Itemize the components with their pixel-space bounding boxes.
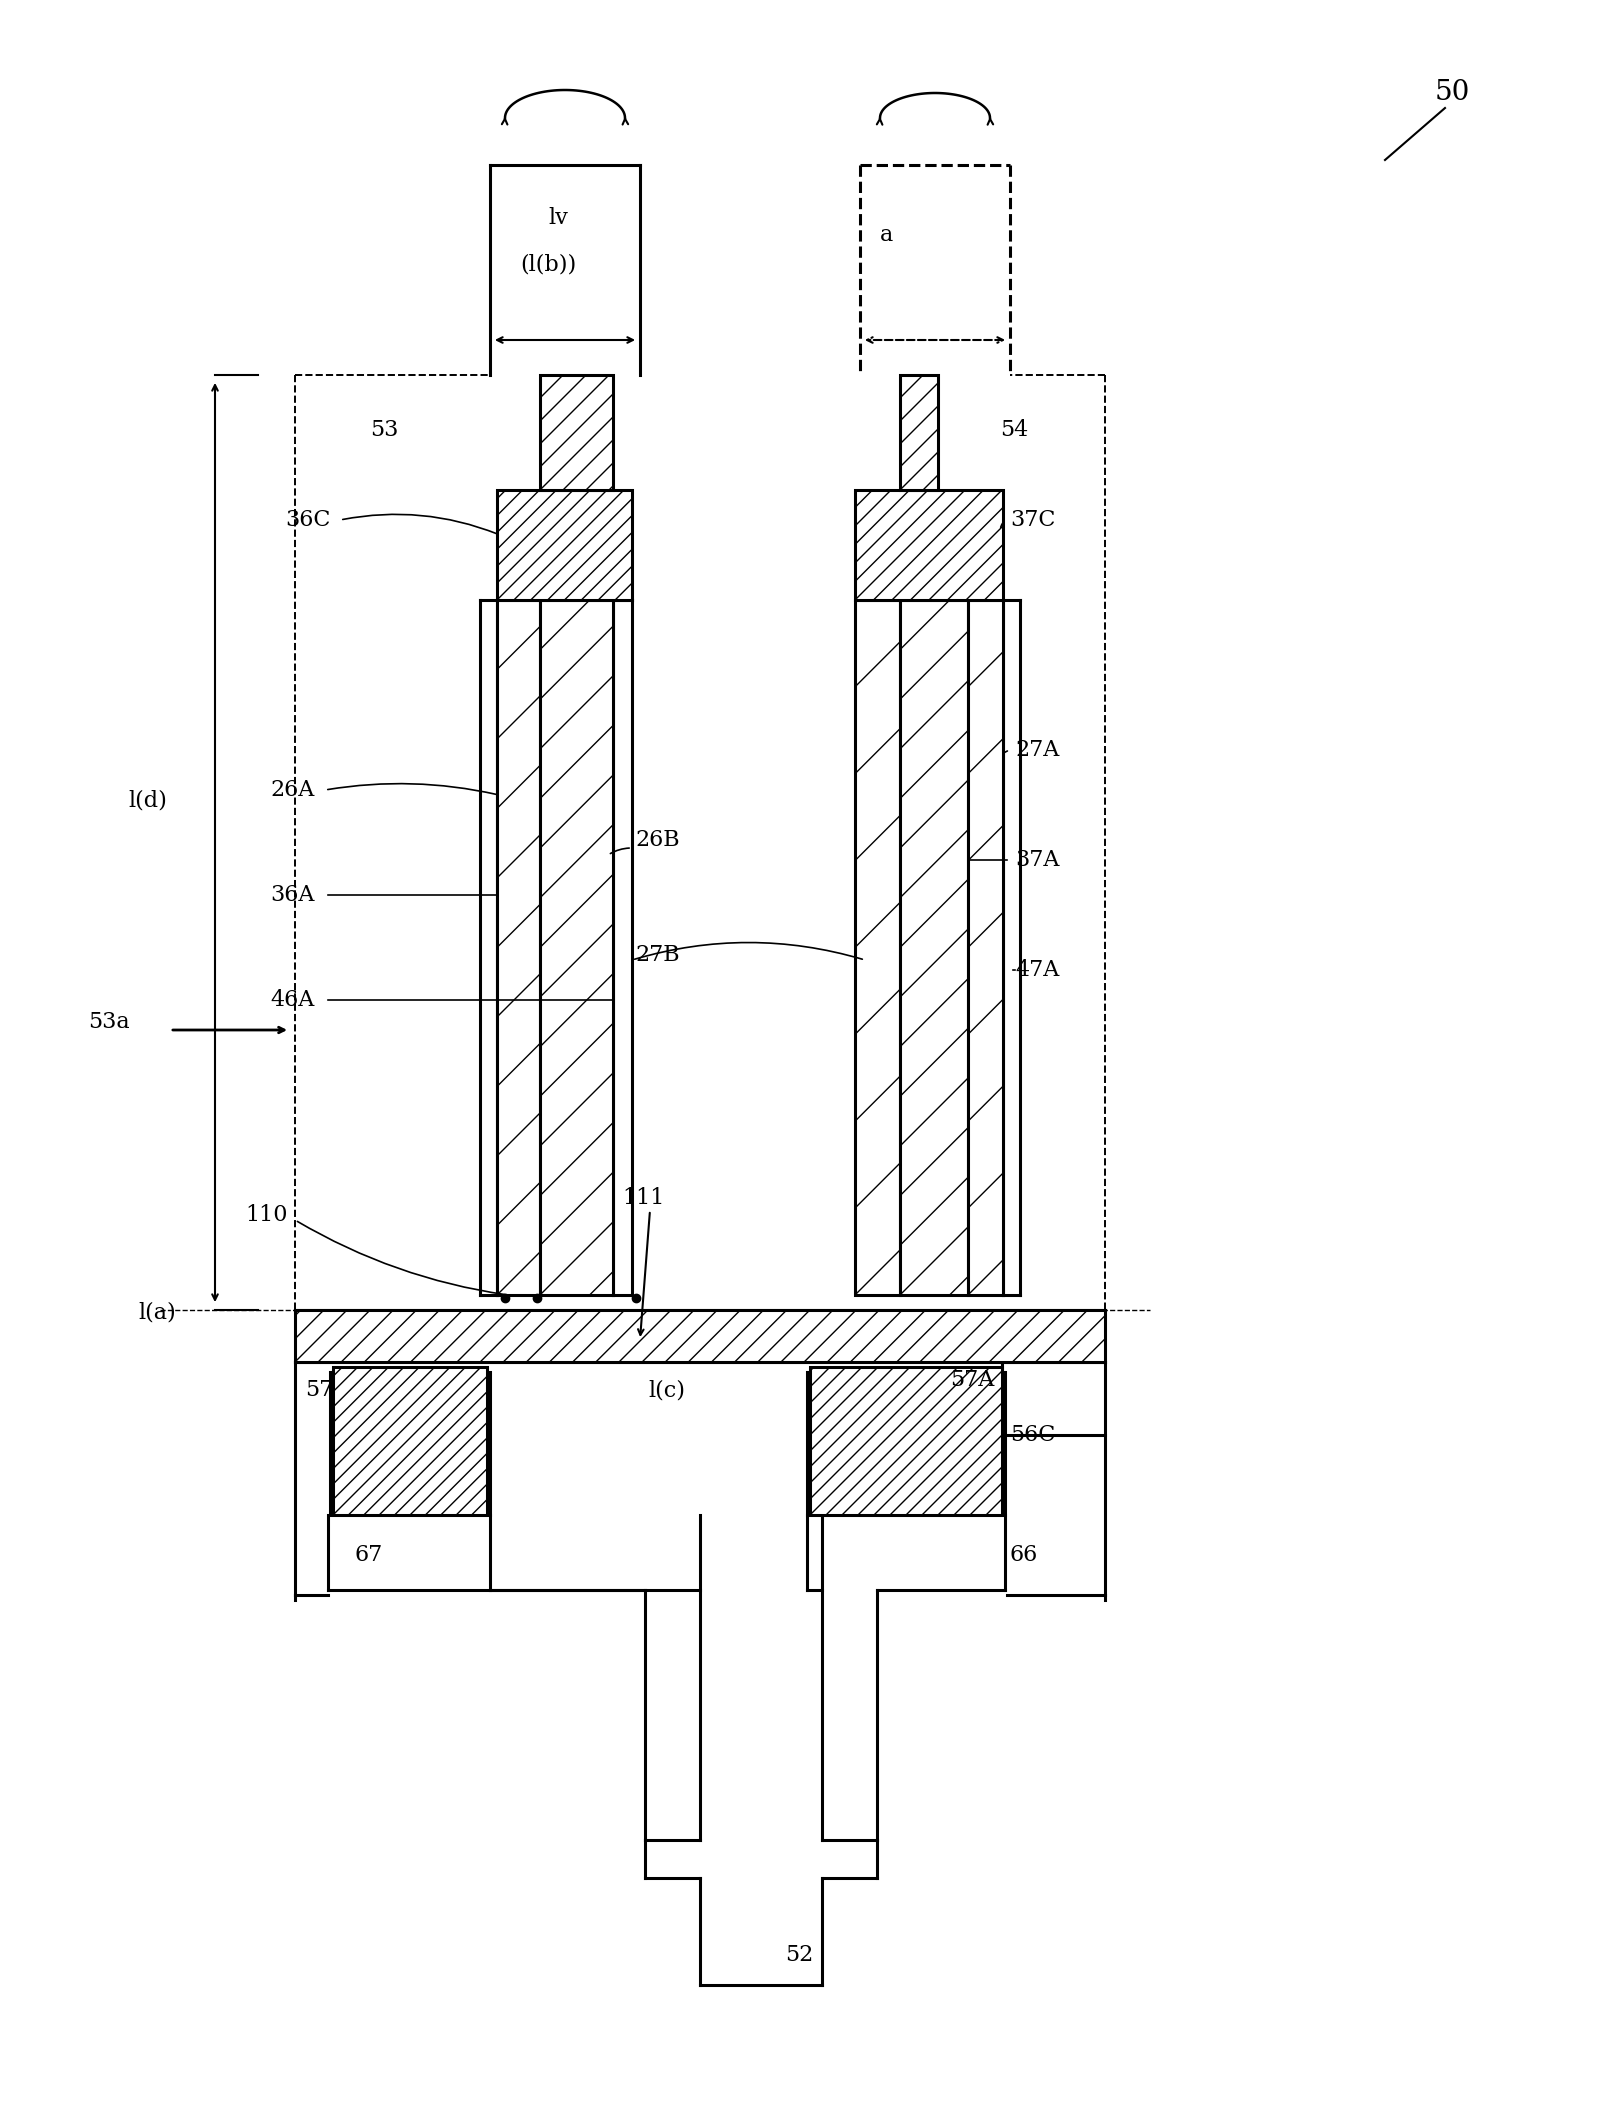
Text: 37A: 37A bbox=[1015, 850, 1059, 871]
Text: 52: 52 bbox=[785, 1944, 813, 1966]
Text: 57: 57 bbox=[306, 1379, 333, 1400]
Text: 56C: 56C bbox=[1010, 1424, 1056, 1447]
Bar bbox=[969, 599, 1002, 1295]
Text: a: a bbox=[880, 224, 893, 247]
Text: 37C: 37C bbox=[1010, 508, 1056, 531]
Text: 54: 54 bbox=[1001, 420, 1028, 441]
Text: 53a: 53a bbox=[88, 1010, 130, 1033]
Text: 36C: 36C bbox=[285, 508, 330, 531]
Bar bbox=[899, 599, 969, 1295]
Bar bbox=[541, 599, 613, 1295]
Bar bbox=[854, 489, 1002, 599]
Text: 26A: 26A bbox=[270, 778, 314, 801]
Bar bbox=[333, 1367, 488, 1514]
Text: 36A: 36A bbox=[270, 884, 314, 907]
Bar bbox=[294, 1310, 1105, 1362]
Text: 47A: 47A bbox=[1015, 960, 1059, 981]
Text: l(c): l(c) bbox=[648, 1379, 685, 1400]
Text: 26B: 26B bbox=[636, 829, 679, 852]
Text: lv: lv bbox=[549, 207, 568, 230]
Text: 27B: 27B bbox=[636, 945, 679, 966]
Text: (l(b)): (l(b)) bbox=[520, 253, 576, 276]
Bar bbox=[854, 599, 899, 1295]
Bar bbox=[541, 375, 613, 489]
Bar bbox=[497, 599, 541, 1295]
Text: 110: 110 bbox=[245, 1204, 288, 1225]
Bar bbox=[809, 1367, 1002, 1514]
Text: 67: 67 bbox=[356, 1544, 383, 1567]
Text: 57A: 57A bbox=[949, 1369, 994, 1392]
Text: 66: 66 bbox=[1010, 1544, 1038, 1567]
Text: 50: 50 bbox=[1435, 78, 1471, 105]
Bar bbox=[899, 375, 938, 489]
Text: 53: 53 bbox=[370, 420, 399, 441]
Text: l(d): l(d) bbox=[129, 789, 167, 812]
Bar bbox=[497, 489, 632, 599]
Text: 46A: 46A bbox=[270, 989, 314, 1010]
Text: l(a): l(a) bbox=[138, 1301, 175, 1322]
Text: 27A: 27A bbox=[1015, 738, 1059, 761]
Text: 111: 111 bbox=[623, 1187, 665, 1208]
